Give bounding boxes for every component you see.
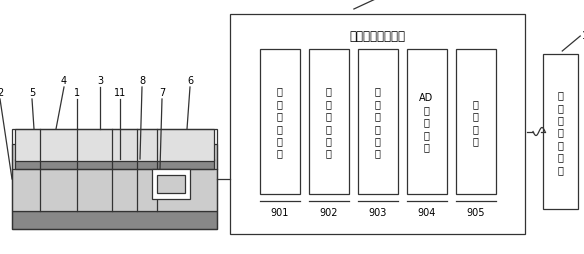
Bar xyxy=(543,55,578,209)
Text: 10: 10 xyxy=(582,31,584,41)
Bar xyxy=(357,50,398,194)
Text: 904: 904 xyxy=(418,207,436,217)
Text: 5: 5 xyxy=(29,88,35,98)
Bar xyxy=(15,130,214,161)
Text: 1: 1 xyxy=(74,88,80,98)
Text: AD
转
换
电
路: AD 转 换 电 路 xyxy=(419,92,434,152)
Text: 接
口
电
路: 接 口 电 路 xyxy=(472,99,478,146)
Text: 8: 8 xyxy=(139,76,145,86)
Text: 903: 903 xyxy=(369,207,387,217)
Bar xyxy=(12,130,217,229)
Text: 3: 3 xyxy=(97,76,103,86)
Bar xyxy=(152,169,190,199)
Text: 901: 901 xyxy=(270,207,288,217)
Bar xyxy=(259,50,300,194)
Text: 9: 9 xyxy=(384,0,390,1)
Text: 运
算
放
大
电
路: 运 算 放 大 电 路 xyxy=(374,86,380,158)
Bar xyxy=(308,50,349,194)
Text: 位
移
监
测
计
算
机: 位 移 监 测 计 算 机 xyxy=(558,90,564,174)
Bar xyxy=(12,145,217,211)
Text: 905: 905 xyxy=(466,207,485,217)
Bar xyxy=(456,50,495,194)
Text: 902: 902 xyxy=(319,207,338,217)
Bar xyxy=(15,159,214,169)
Text: 电感变化监测装置: 电感变化监测装置 xyxy=(349,30,405,43)
Bar xyxy=(406,50,447,194)
Text: 11: 11 xyxy=(114,88,126,98)
Bar xyxy=(157,175,185,193)
Text: 信
号
检
测
电
路: 信 号 检 测 电 路 xyxy=(277,86,283,158)
Bar xyxy=(12,211,217,229)
Bar xyxy=(230,15,525,234)
Text: 7: 7 xyxy=(159,88,165,98)
Text: 量
程
控
制
电
路: 量 程 控 制 电 路 xyxy=(325,86,332,158)
Text: 6: 6 xyxy=(187,76,193,86)
Text: 2: 2 xyxy=(0,88,3,98)
Text: 4: 4 xyxy=(61,76,67,86)
